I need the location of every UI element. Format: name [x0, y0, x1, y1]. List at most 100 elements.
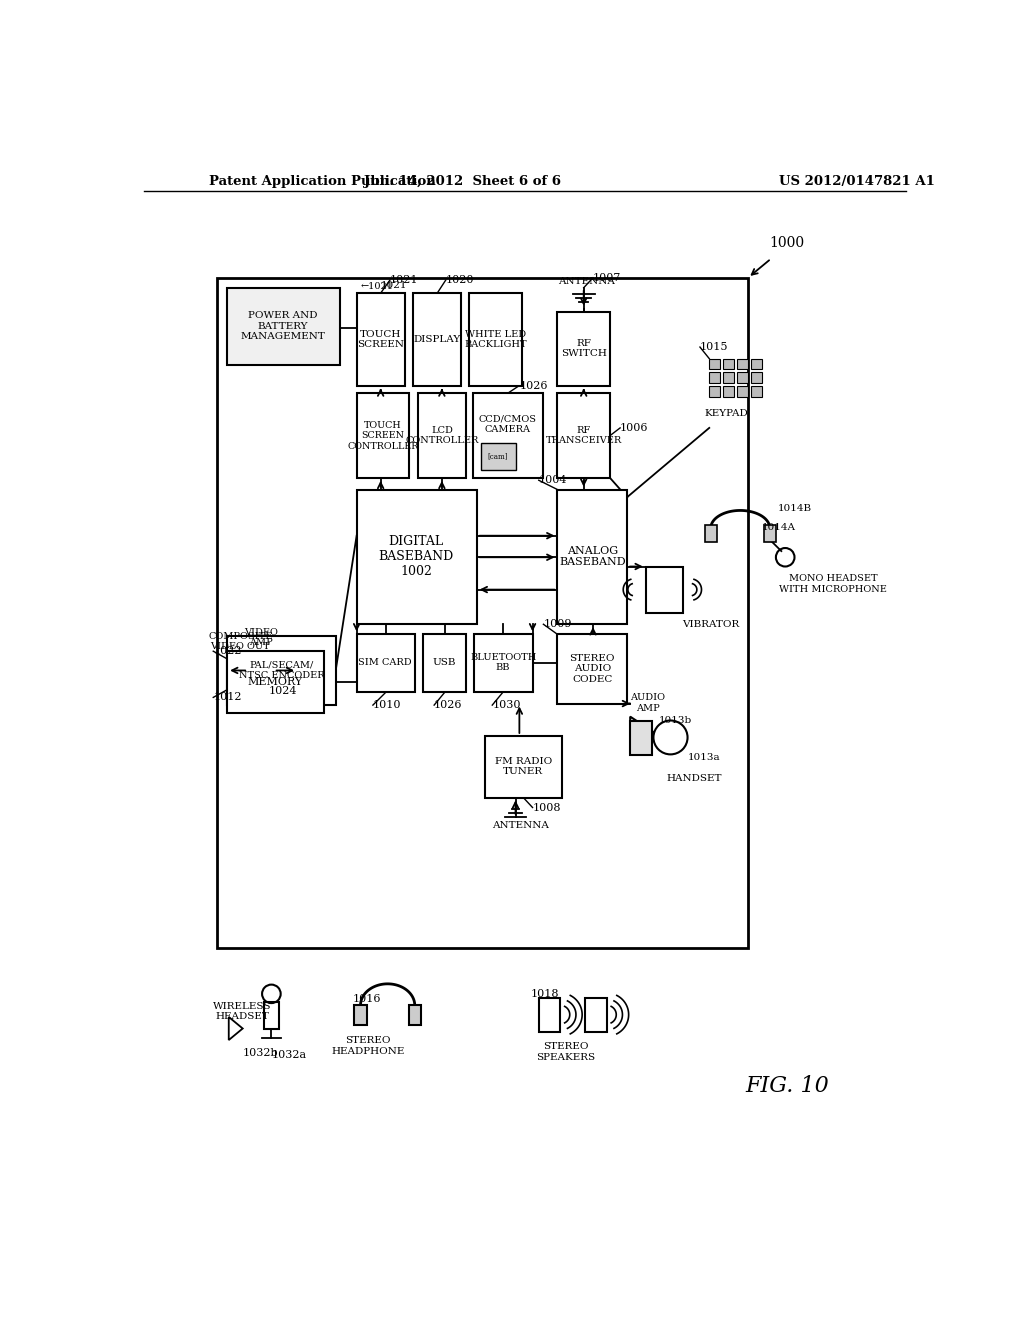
- Bar: [751, 387, 762, 397]
- Bar: [737, 372, 748, 383]
- Text: LCD
CONTROLLER: LCD CONTROLLER: [406, 426, 478, 445]
- Text: ANTENNA: ANTENNA: [558, 277, 615, 286]
- Polygon shape: [630, 717, 653, 747]
- Text: DISPLAY: DISPLAY: [414, 335, 461, 343]
- Bar: [356, 293, 404, 385]
- Bar: [474, 635, 532, 692]
- Text: 1020: 1020: [445, 275, 474, 285]
- Bar: [469, 293, 521, 385]
- Text: 1007: 1007: [593, 273, 622, 282]
- Text: KEYPAD: KEYPAD: [705, 409, 748, 417]
- Bar: [630, 721, 652, 755]
- Text: 1004: 1004: [539, 475, 567, 486]
- Polygon shape: [228, 1016, 243, 1040]
- Bar: [557, 635, 627, 704]
- Polygon shape: [273, 655, 297, 686]
- Text: FM RADIO
TUNER: FM RADIO TUNER: [495, 756, 552, 776]
- Bar: [227, 288, 340, 364]
- Text: STEREO
SPEAKERS: STEREO SPEAKERS: [537, 1043, 595, 1061]
- Bar: [418, 393, 466, 478]
- Text: AUDIO
AMP: AUDIO AMP: [630, 693, 666, 713]
- Text: 1013a: 1013a: [687, 752, 720, 762]
- Text: 1009: 1009: [544, 619, 571, 630]
- Text: 1021: 1021: [381, 281, 408, 290]
- Text: 1015: 1015: [700, 342, 728, 352]
- Bar: [263, 1002, 280, 1028]
- Text: 1032a: 1032a: [271, 1051, 306, 1060]
- Bar: [586, 998, 607, 1032]
- Text: 1030: 1030: [493, 700, 521, 710]
- Bar: [710, 359, 720, 370]
- Bar: [227, 636, 336, 705]
- Text: USB: USB: [432, 659, 456, 667]
- Bar: [723, 372, 734, 383]
- Text: TOUCH
SCREEN
CONTROLLER: TOUCH SCREEN CONTROLLER: [347, 421, 419, 450]
- Text: RF
TRANSCEIVER: RF TRANSCEIVER: [546, 426, 622, 445]
- Text: MONO HEADSET
WITH MICROPHONE: MONO HEADSET WITH MICROPHONE: [779, 574, 887, 594]
- Text: ←1021: ←1021: [360, 282, 393, 292]
- Bar: [539, 998, 560, 1032]
- Bar: [217, 277, 748, 948]
- Text: 1021: 1021: [390, 275, 419, 285]
- Text: 1013b: 1013b: [658, 715, 692, 725]
- Bar: [705, 525, 717, 543]
- Text: BLUETOOTH
BB: BLUETOOTH BB: [470, 653, 537, 672]
- Text: WHITE LED
BACKLIGHT: WHITE LED BACKLIGHT: [464, 330, 526, 348]
- Text: CCD/CMOS
CAMERA: CCD/CMOS CAMERA: [479, 414, 537, 434]
- Bar: [737, 387, 748, 397]
- Text: VIDEO
AMP: VIDEO AMP: [245, 628, 279, 647]
- Bar: [723, 359, 734, 370]
- Bar: [227, 651, 324, 713]
- Bar: [751, 359, 762, 370]
- Text: 1012: 1012: [213, 693, 242, 702]
- Bar: [723, 387, 734, 397]
- Text: [cam]: [cam]: [487, 453, 508, 461]
- Bar: [409, 1006, 421, 1024]
- Bar: [557, 393, 610, 478]
- Text: 1000: 1000: [769, 236, 804, 249]
- Text: Patent Application Publication: Patent Application Publication: [209, 176, 436, 187]
- Text: COMPOSITE
VIDEO OUT: COMPOSITE VIDEO OUT: [208, 632, 272, 651]
- Bar: [354, 1006, 367, 1024]
- Text: 1014B: 1014B: [777, 504, 812, 513]
- Text: MEMORY: MEMORY: [248, 677, 303, 686]
- Text: 1010: 1010: [373, 700, 401, 710]
- Text: ANALOG
BASEBAND: ANALOG BASEBAND: [559, 545, 626, 568]
- Text: 1006: 1006: [621, 422, 648, 433]
- Bar: [737, 359, 748, 370]
- Bar: [473, 393, 543, 478]
- Text: DIGITAL
BASEBAND
1002: DIGITAL BASEBAND 1002: [379, 535, 454, 578]
- Text: TOUCH
SCREEN: TOUCH SCREEN: [357, 330, 404, 348]
- Text: STEREO
HEADPHONE: STEREO HEADPHONE: [332, 1036, 404, 1056]
- Text: 1024: 1024: [268, 686, 297, 696]
- Bar: [356, 635, 415, 692]
- Text: SIM CARD: SIM CARD: [358, 659, 412, 667]
- Text: PAL/SECAM/
NTSC ENCODER: PAL/SECAM/ NTSC ENCODER: [239, 661, 325, 680]
- Text: WIRELESS
HEADSET: WIRELESS HEADSET: [213, 1002, 272, 1020]
- Text: 1026: 1026: [434, 700, 463, 710]
- Text: ANTENNA: ANTENNA: [493, 821, 549, 830]
- Text: VIBRATOR: VIBRATOR: [682, 620, 739, 630]
- Text: 1032b: 1032b: [243, 1048, 279, 1057]
- Bar: [480, 444, 515, 470]
- Text: 1022: 1022: [213, 647, 242, 656]
- Text: US 2012/0147821 A1: US 2012/0147821 A1: [779, 176, 935, 187]
- Bar: [764, 525, 776, 543]
- Bar: [646, 566, 683, 612]
- Text: HANDSET: HANDSET: [667, 775, 722, 783]
- Bar: [751, 372, 762, 383]
- Text: STEREO
AUDIO
CODEC: STEREO AUDIO CODEC: [569, 653, 615, 684]
- Text: FIG. 10: FIG. 10: [744, 1076, 828, 1097]
- Text: POWER AND
BATTERY
MANAGEMENT: POWER AND BATTERY MANAGEMENT: [241, 312, 326, 341]
- Text: 1018: 1018: [531, 989, 559, 999]
- Text: 1026: 1026: [519, 380, 548, 391]
- Bar: [356, 393, 410, 478]
- Text: RF
SWITCH: RF SWITCH: [561, 339, 606, 358]
- Bar: [557, 313, 610, 385]
- Text: 1008: 1008: [532, 803, 561, 813]
- Bar: [356, 490, 477, 624]
- Bar: [484, 737, 562, 797]
- Bar: [423, 635, 466, 692]
- Text: 1016: 1016: [352, 994, 381, 1005]
- Text: Jun. 14, 2012  Sheet 6 of 6: Jun. 14, 2012 Sheet 6 of 6: [365, 176, 561, 187]
